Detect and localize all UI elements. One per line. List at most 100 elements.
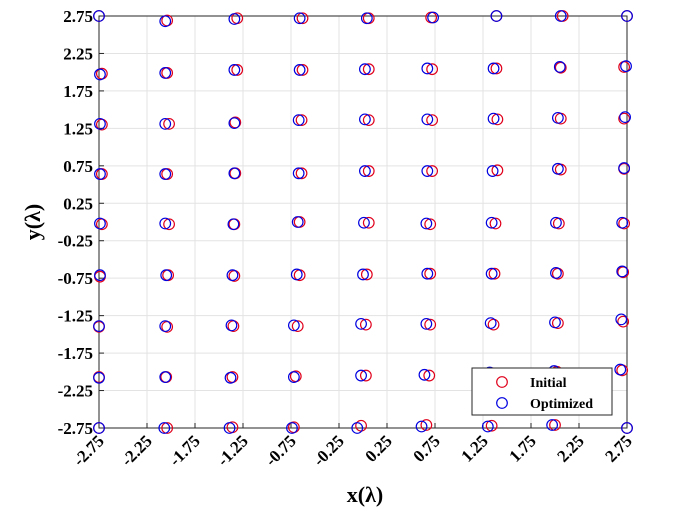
y-tick-label: -0.25: [58, 232, 93, 251]
point-initial: [491, 164, 504, 177]
point-optimized: [292, 167, 305, 180]
point-optimized: [293, 64, 306, 76]
point-initial: [360, 268, 373, 281]
point-optimized: [94, 217, 106, 230]
point-optimized: [93, 320, 105, 333]
point-optimized: [228, 167, 241, 180]
point-optimized: [93, 10, 105, 22]
point-initial: [163, 117, 175, 130]
point-optimized: [290, 268, 303, 281]
point-optimized: [421, 62, 434, 75]
y-tick-label: 0.25: [63, 194, 93, 213]
point-optimized: [94, 68, 106, 81]
point-optimized: [621, 10, 633, 22]
point-optimized: [487, 112, 500, 125]
y-axis-label: y(λ): [20, 204, 45, 240]
point-optimized: [546, 419, 559, 431]
point-initial: [359, 369, 372, 382]
point-initial: [362, 63, 375, 76]
point-optimized: [223, 422, 236, 434]
point-optimized: [287, 371, 300, 383]
point-initial: [488, 267, 501, 280]
point-optimized: [486, 165, 499, 177]
point-optimized: [616, 265, 629, 278]
point-optimized: [359, 113, 371, 126]
point-initial: [295, 114, 308, 127]
y-tick-label: 1.25: [63, 119, 93, 138]
point-optimized: [551, 111, 564, 124]
point-optimized: [360, 12, 373, 25]
point-optimized: [550, 267, 562, 279]
point-optimized: [159, 67, 172, 79]
y-tick-label: -2.25: [58, 382, 93, 401]
point-initial: [362, 216, 375, 229]
point-initial: [424, 267, 437, 280]
point-initial: [489, 217, 502, 230]
point-initial: [491, 113, 504, 126]
point-optimized: [224, 371, 237, 384]
point-optimized: [550, 216, 562, 229]
point-initial: [296, 12, 309, 25]
point-optimized: [225, 319, 238, 332]
point-optimized: [359, 63, 371, 76]
point-optimized: [286, 422, 298, 434]
point-optimized: [293, 12, 306, 25]
point-initial: [490, 62, 503, 75]
point-optimized: [358, 216, 370, 229]
point-optimized: [228, 117, 241, 130]
legend: Initial Optimized: [471, 367, 613, 416]
point-optimized: [359, 165, 371, 177]
point-optimized: [94, 117, 106, 130]
point-initial: [618, 112, 631, 125]
point-optimized: [159, 371, 172, 383]
point-optimized: [160, 269, 173, 282]
point-optimized: [421, 165, 434, 177]
point-optimized: [418, 368, 431, 381]
point-initial: [291, 320, 304, 333]
point-initial: [617, 266, 630, 279]
point-initial: [549, 419, 561, 431]
point-optimized: [226, 269, 239, 282]
point-optimized: [620, 60, 632, 73]
y-tick-label: -2.75: [58, 419, 93, 438]
point-optimized: [485, 216, 498, 229]
data-points: [93, 10, 633, 434]
point-initial: [163, 218, 175, 231]
point-optimized: [287, 319, 300, 332]
point-optimized: [485, 267, 498, 280]
point-initial: [229, 116, 242, 129]
point-optimized: [618, 162, 631, 174]
point-optimized: [159, 217, 172, 230]
point-initial: [485, 419, 498, 432]
point-optimized: [355, 317, 367, 330]
y-tick-label: 2.25: [63, 44, 93, 63]
point-initial: [424, 218, 437, 231]
y-tick-labels: 2.75 2.25 1.75 1.25 0.75 0.25 -0.25 -0.75 -1.25 -…: [58, 7, 104, 438]
point-optimized: [614, 363, 627, 376]
point-optimized: [487, 62, 500, 75]
point-optimized: [159, 15, 172, 28]
legend-marker-initial: [496, 376, 508, 388]
point-optimized: [93, 422, 105, 434]
y-tick-label: 0.75: [63, 157, 93, 176]
point-optimized: [351, 422, 364, 434]
point-initial: [426, 63, 439, 76]
point-optimized: [415, 420, 428, 433]
point-initial: [426, 165, 439, 177]
point-optimized: [291, 216, 304, 228]
point-optimized: [355, 369, 367, 382]
point-optimized: [94, 168, 106, 180]
point-optimized: [357, 268, 369, 281]
point-optimized: [159, 117, 172, 130]
point-optimized: [421, 113, 434, 126]
point-initial: [231, 64, 244, 76]
legend-box: [471, 367, 613, 416]
point-initial: [424, 318, 437, 331]
point-initial: [426, 114, 439, 127]
legend-marker-optimized: [496, 397, 508, 409]
y-tick-label: -1.25: [58, 307, 93, 326]
point-optimized: [158, 422, 171, 434]
point-optimized: [420, 317, 433, 330]
